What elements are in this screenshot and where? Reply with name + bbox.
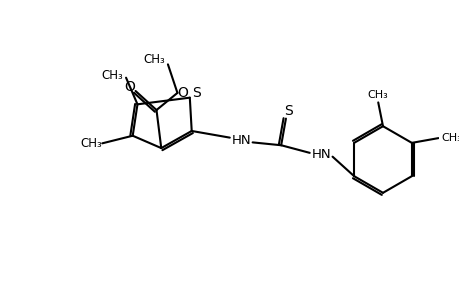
- Text: CH₃: CH₃: [441, 133, 459, 143]
- Text: CH₃: CH₃: [101, 69, 123, 82]
- Text: S: S: [192, 86, 201, 100]
- Text: CH₃: CH₃: [80, 137, 101, 150]
- Text: HN: HN: [311, 148, 330, 161]
- Text: CH₃: CH₃: [143, 53, 165, 66]
- Text: CH₃: CH₃: [367, 90, 388, 100]
- Text: O: O: [124, 80, 135, 94]
- Text: HN: HN: [231, 134, 251, 147]
- Text: O: O: [177, 86, 188, 100]
- Text: S: S: [284, 104, 292, 118]
